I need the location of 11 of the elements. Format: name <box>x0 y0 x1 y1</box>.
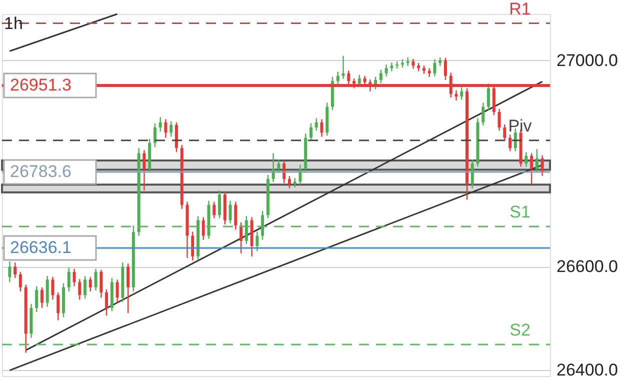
ref-line-label: S2 <box>510 320 530 340</box>
y-tick-label: 27000.0 <box>556 50 618 70</box>
y-tick-label: 26400.0 <box>556 360 618 380</box>
ref-line-label: 26951.3 <box>10 76 72 95</box>
ref-line-label: S1 <box>510 202 530 222</box>
ref-line-label: 26783.6 <box>10 162 72 181</box>
ref-line-label: R1 <box>509 0 531 18</box>
ref-line-label: 26636.1 <box>10 238 72 258</box>
chart-title: 1h <box>4 14 23 33</box>
y-tick-label: 26600.0 <box>556 257 618 276</box>
ref-line-label: Piv <box>508 116 532 136</box>
